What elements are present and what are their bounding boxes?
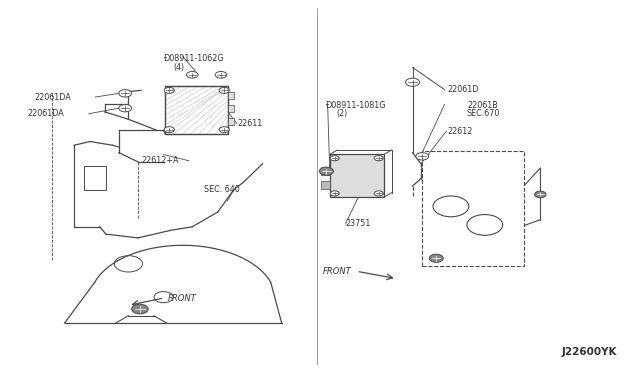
Text: 22611: 22611	[237, 119, 262, 128]
Bar	[228, 118, 234, 125]
Circle shape	[374, 155, 383, 161]
Circle shape	[132, 304, 148, 314]
Circle shape	[119, 105, 132, 112]
Text: 23751: 23751	[346, 219, 371, 228]
Circle shape	[467, 215, 502, 235]
Text: FRONT: FRONT	[168, 294, 196, 303]
Circle shape	[534, 191, 546, 198]
Text: 22612: 22612	[448, 126, 473, 136]
Circle shape	[330, 155, 339, 161]
Circle shape	[406, 78, 420, 86]
Circle shape	[115, 256, 143, 272]
Text: 22061B: 22061B	[467, 101, 498, 110]
Circle shape	[119, 90, 132, 97]
Bar	[228, 92, 234, 99]
Text: 22061DA: 22061DA	[28, 109, 64, 118]
Bar	[84, 166, 106, 190]
Text: SEC.670: SEC.670	[467, 109, 500, 118]
Text: FRONT: FRONT	[323, 267, 352, 276]
Circle shape	[374, 191, 383, 196]
Text: 22061D: 22061D	[448, 85, 479, 94]
Circle shape	[164, 87, 174, 93]
Text: SEC. 640: SEC. 640	[204, 185, 239, 194]
Text: (2): (2)	[336, 109, 348, 118]
Bar	[166, 86, 228, 134]
Circle shape	[215, 71, 227, 78]
Bar	[422, 151, 524, 266]
Bar	[166, 86, 228, 134]
Circle shape	[330, 191, 339, 196]
Bar	[330, 154, 384, 197]
Circle shape	[219, 87, 229, 93]
Circle shape	[219, 127, 229, 133]
Circle shape	[186, 71, 198, 78]
Circle shape	[319, 167, 333, 175]
Text: Ð08911-1081G: Ð08911-1081G	[326, 101, 387, 110]
Text: J22600YK: J22600YK	[561, 347, 617, 357]
Text: 22612+A: 22612+A	[141, 156, 179, 165]
Text: 22061DA: 22061DA	[34, 93, 70, 102]
Circle shape	[154, 292, 173, 303]
Bar	[228, 105, 234, 112]
Bar	[321, 181, 330, 189]
Circle shape	[416, 153, 429, 160]
Circle shape	[164, 127, 174, 133]
Bar	[321, 167, 330, 175]
Text: Ð08911-1062G: Ð08911-1062G	[164, 54, 224, 62]
Circle shape	[433, 196, 468, 217]
Circle shape	[429, 254, 444, 262]
Text: (4): (4)	[173, 63, 184, 72]
